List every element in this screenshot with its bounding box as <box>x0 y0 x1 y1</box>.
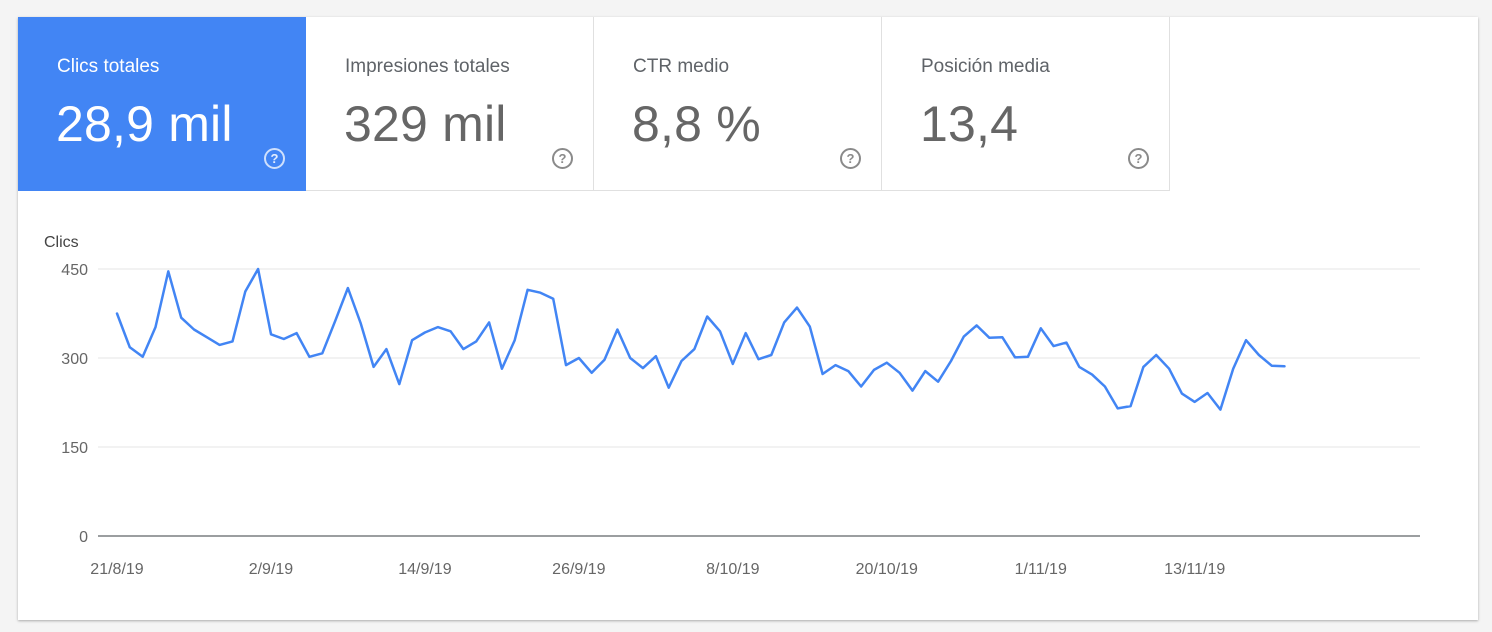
y-tick-label: 450 <box>61 262 88 279</box>
metric-tile-ctr[interactable]: CTR medio 8,8 % ? <box>594 17 882 191</box>
help-icon[interactable]: ? <box>264 148 285 169</box>
metric-label: Posición media <box>921 56 1050 77</box>
metric-tiles: Clics totales 28,9 mil ? Impresiones tot… <box>18 17 1170 191</box>
metric-value: 8,8 % <box>632 96 761 152</box>
metric-label: Clics totales <box>57 56 160 77</box>
clicks-line-chart: Clics 0 150 300 450 21/8/19 2/9/19 14/9/19 26/… <box>44 234 1420 578</box>
x-tick-label: 8/10/19 <box>706 561 759 578</box>
metric-tile-impressions[interactable]: Impresiones totales 329 mil ? <box>306 17 594 191</box>
y-tick-label: 150 <box>61 440 88 457</box>
x-tick-label: 26/9/19 <box>552 561 605 578</box>
y-tick-label: 0 <box>79 529 88 546</box>
x-tick-label: 2/9/19 <box>249 561 294 578</box>
y-axis-title: Clics <box>44 234 79 251</box>
metric-tile-clicks[interactable]: Clics totales 28,9 mil ? <box>18 17 306 191</box>
series-group <box>115 267 1286 411</box>
y-tick-labels: 0 150 300 450 <box>61 262 88 546</box>
help-icon[interactable]: ? <box>840 148 861 169</box>
x-tick-label: 21/8/19 <box>90 561 143 578</box>
metric-value: 329 mil <box>344 96 507 152</box>
metric-label: Impresiones totales <box>345 56 510 77</box>
metric-value: 13,4 <box>920 96 1019 152</box>
x-tick-labels: 21/8/19 2/9/19 14/9/19 26/9/19 8/10/19 20/10/… <box>90 561 1225 578</box>
metric-value: 28,9 mil <box>56 96 233 152</box>
help-icon[interactable]: ? <box>1128 148 1149 169</box>
x-tick-label: 1/11/19 <box>1015 561 1067 578</box>
help-icon[interactable]: ? <box>552 148 573 169</box>
x-tick-label: 13/11/19 <box>1164 561 1225 578</box>
x-tick-label: 14/9/19 <box>398 561 451 578</box>
metric-label: CTR medio <box>633 56 730 77</box>
x-tick-label: 20/10/19 <box>856 561 918 578</box>
y-tick-label: 300 <box>61 351 88 368</box>
performance-card: Clics totales 28,9 mil ? Impresiones tot… <box>18 17 1478 620</box>
series-line-clicks <box>115 267 1286 411</box>
metric-tile-position[interactable]: Posición media 13,4 ? <box>882 17 1170 191</box>
